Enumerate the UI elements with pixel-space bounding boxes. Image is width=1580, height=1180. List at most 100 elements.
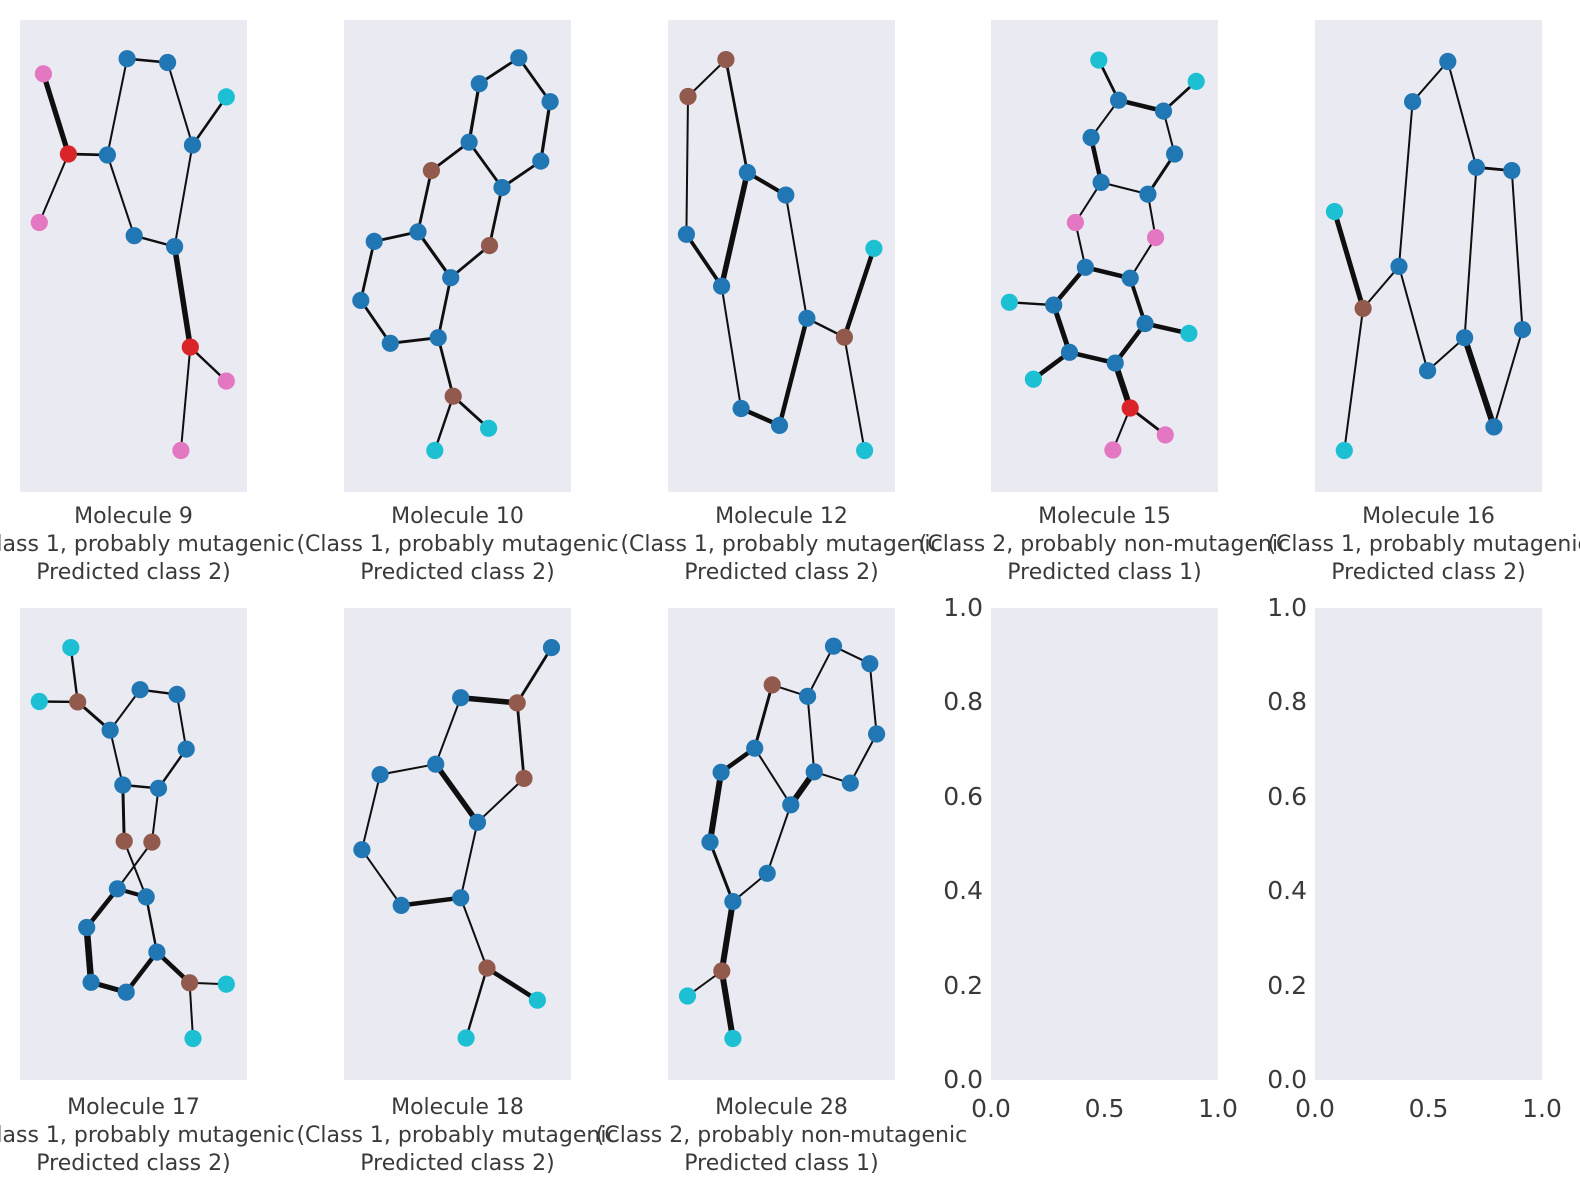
atom-node-cyan — [856, 441, 874, 460]
atom-node-cyan — [217, 88, 235, 106]
atom-node-pink — [30, 213, 48, 232]
atom-node-blue — [168, 685, 186, 703]
bond-edge — [485, 966, 539, 1003]
atom-node-blue — [1139, 185, 1157, 203]
atom-node-blue — [452, 689, 470, 707]
caption-predicted-line: Predicted class 1) — [684, 1151, 879, 1176]
caption-predicted-line: Predicted class 2) — [36, 1151, 231, 1176]
atom-node-blue — [1121, 269, 1139, 287]
bond-edge — [191, 96, 228, 146]
atom-node-blue — [149, 779, 168, 797]
molecule-caption-28: Molecule 28 (Class 2, probably non-mutag… — [552, 1094, 1012, 1178]
atom-node-blue — [409, 223, 427, 241]
bond-edge — [69, 647, 79, 703]
atom-node-blue — [1106, 354, 1124, 372]
atom-node-blue — [1485, 418, 1503, 436]
caption-title: Molecule 15 — [1038, 504, 1171, 529]
atom-node-brown — [444, 387, 462, 405]
bond-edge — [400, 895, 461, 908]
atom-node-blue — [1060, 343, 1079, 361]
atom-node-blue — [541, 93, 559, 111]
atom-node-pink — [1066, 213, 1084, 232]
atom-node-brown — [679, 87, 697, 106]
bond-edge — [539, 101, 552, 162]
caption-title: Molecule 10 — [391, 504, 524, 529]
atom-node-brown — [717, 51, 735, 69]
bond-edge — [434, 697, 462, 765]
atom-node-blue — [452, 889, 470, 907]
caption-title: Molecule 18 — [391, 1095, 524, 1120]
molecule-panel-15 — [991, 20, 1218, 492]
molecule-caption-9: Molecule 9 (Class 1, probably mutagenic … — [0, 503, 364, 587]
bond-edge — [1510, 170, 1524, 330]
caption-predicted-line: Predicted class 2) — [360, 560, 555, 585]
atom-node-blue — [1404, 93, 1422, 111]
molecule-graph — [678, 637, 886, 1048]
atom-node-cyan — [457, 1029, 475, 1047]
x-tick-label: 0.0 — [971, 1094, 1011, 1123]
molecule-graph — [352, 49, 559, 460]
atom-node-blue — [770, 416, 789, 434]
bond-edge — [1461, 336, 1497, 428]
molecule-caption-10: Molecule 10 (Class 1, probably mutagenic… — [228, 503, 688, 587]
bond-edge — [459, 897, 488, 969]
bond-edge — [360, 774, 382, 850]
molecule-panel-17 — [20, 608, 247, 1080]
atom-node-blue — [799, 687, 817, 705]
atom-node-cyan — [1024, 370, 1042, 388]
bond-edge — [38, 153, 70, 223]
atom-node-blue — [701, 833, 719, 851]
bond-edge — [83, 927, 95, 983]
atom-node-blue — [460, 133, 478, 151]
caption-predicted-line: Predicted class 2) — [1331, 560, 1526, 585]
bond-edge — [842, 247, 877, 338]
atom-node-blue — [137, 888, 155, 906]
atom-node-blue — [82, 973, 100, 991]
y-tick-label: 0.6 — [1267, 781, 1307, 811]
bond-edge — [109, 729, 124, 786]
bond-edge — [720, 286, 743, 409]
bond-edge — [516, 646, 553, 704]
molecule-panel-9 — [20, 20, 247, 492]
bond-edge — [106, 154, 136, 237]
atom-node-cyan — [1187, 72, 1205, 90]
caption-predicted-line: Predicted class 1) — [1007, 560, 1202, 585]
atom-node-cyan — [217, 975, 235, 993]
atom-node-pink — [172, 441, 190, 460]
caption-predicted-line: Predicted class 2) — [684, 560, 879, 585]
atom-node-blue — [542, 639, 561, 657]
caption-class-line: (Class 1, probably mutagenic — [296, 1123, 619, 1148]
atom-node-blue — [353, 841, 371, 859]
atom-node-pink — [1147, 229, 1165, 247]
atom-node-blue — [1092, 173, 1110, 191]
bond-edge — [145, 896, 159, 953]
atom-node-cyan — [1180, 324, 1198, 342]
caption-class-line: (Class 2, probably non-mutagenic — [595, 1123, 968, 1148]
atom-node-blue — [177, 740, 195, 758]
atom-node-blue — [183, 136, 202, 154]
atom-node-pink — [1156, 426, 1174, 444]
bond-edge — [1492, 329, 1524, 428]
x-tick-label: 1.0 — [1522, 1094, 1562, 1123]
atom-node-blue — [1503, 162, 1521, 180]
caption-title: Molecule 28 — [715, 1095, 848, 1120]
atom-node-brown — [480, 237, 499, 255]
atom-node-blue — [371, 766, 389, 784]
atom-node-blue — [677, 225, 695, 243]
bond-edge — [123, 840, 148, 898]
caption-title: Molecule 9 — [74, 504, 193, 529]
bond-edge — [753, 747, 792, 806]
caption-class-line: (Class 1, probably mutagenic — [0, 532, 295, 557]
bond-edge — [685, 96, 689, 235]
bond-edge — [171, 246, 194, 348]
atom-node-blue — [824, 637, 843, 655]
atom-node-blue — [712, 763, 730, 781]
atom-node-blue — [442, 269, 460, 287]
caption-class-line: (Class 1, probably mutagenic — [1267, 532, 1580, 557]
atom-node-blue — [724, 893, 742, 911]
molecule-panel-12 — [668, 20, 895, 492]
atom-node-blue — [125, 227, 143, 245]
caption-class-line: (Class 1, probably mutagenic — [296, 532, 619, 557]
bond-edge — [173, 144, 194, 247]
x-tick-label: 1.0 — [1198, 1094, 1238, 1123]
